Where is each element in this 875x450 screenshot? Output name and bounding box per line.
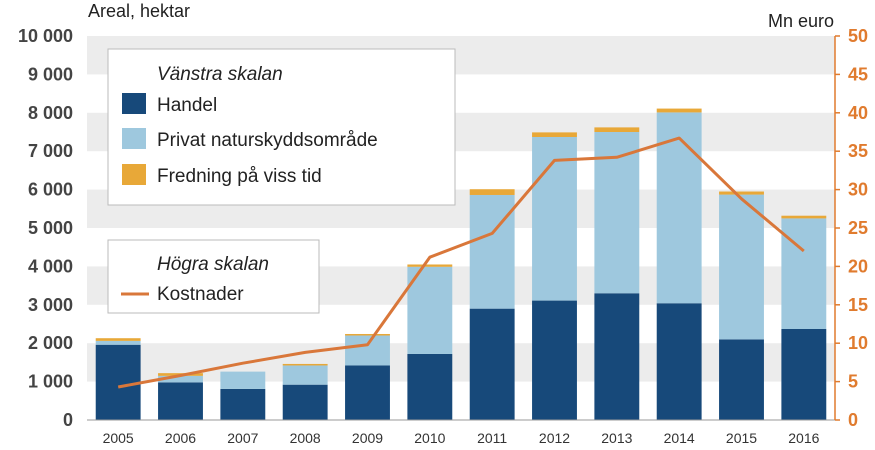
- y-tick-left: 6 000: [28, 180, 73, 200]
- legend-label-handel: Handel: [157, 95, 217, 116]
- x-tick: 2007: [227, 430, 258, 446]
- x-ticks: 2005 2006 2007 2008 2009 2010 2011 2012 2013 2014…: [103, 430, 820, 446]
- y-tick-right: 15: [848, 295, 868, 315]
- bar-handel-2014: [656, 303, 702, 420]
- bar-fredning-p-viss-tid-2013: [594, 127, 640, 132]
- legend-left-heading: Vänstra skalan: [157, 64, 283, 85]
- x-tick: 2008: [290, 430, 321, 446]
- x-tick: 2010: [414, 430, 445, 446]
- bar-privat-naturskyddsomr-de-2011: [469, 194, 515, 309]
- bar-handel-2009: [345, 365, 390, 420]
- x-tick: 2006: [165, 430, 196, 446]
- bar-privat-naturskyddsomr-de-2009: [345, 335, 390, 366]
- bar-privat-naturskyddsomr-de-2005: [95, 340, 141, 345]
- bar-fredning-p-viss-tid-2014: [656, 108, 702, 113]
- bar-fredning-p-viss-tid-2012: [532, 132, 577, 137]
- grid-band: [87, 343, 835, 382]
- y-tick-right: 20: [848, 256, 868, 276]
- legend-label-kostnader: Kostnader: [157, 284, 244, 305]
- x-tick: 2005: [103, 430, 134, 446]
- x-tick: 2012: [539, 430, 570, 446]
- bars: [95, 108, 827, 420]
- y-tick-left: 5 000: [28, 218, 73, 238]
- y-tick-left: 10 000: [18, 26, 73, 46]
- x-tick: 2014: [664, 430, 695, 446]
- y-tick-right: 5: [848, 372, 858, 392]
- legend-right-box: [107, 239, 320, 314]
- x-tick: 2013: [601, 430, 632, 446]
- y-ticks-right: 0 5 10 15 20 25 30 35 40 45 50: [835, 26, 868, 430]
- y-tick-left: 2 000: [28, 333, 73, 353]
- y-tick-left: 7 000: [28, 141, 73, 161]
- bar-privat-naturskyddsomr-de-2007: [220, 371, 266, 389]
- bar-handel-2008: [282, 384, 328, 420]
- legend-left-box: [107, 48, 456, 206]
- y-tick-left: 0: [63, 410, 73, 430]
- y-tick-left: 4 000: [28, 256, 73, 276]
- legend-swatch-fredning: [122, 164, 146, 185]
- y-tick-left: 1 000: [28, 372, 73, 392]
- bar-fredning-p-viss-tid-2011: [469, 189, 515, 195]
- legend-left-scale: Vänstra skalan Handel Privat naturskydds…: [107, 48, 456, 206]
- bar-fredning-p-viss-tid-2009: [345, 333, 390, 336]
- y-tick-right: 45: [848, 64, 868, 84]
- bar-handel-2016: [781, 328, 827, 420]
- x-tick: 2009: [352, 430, 383, 446]
- y-tick-right: 0: [848, 410, 858, 430]
- y-tick-right: 35: [848, 141, 868, 161]
- x-tick: 2015: [726, 430, 757, 446]
- bar-handel-2015: [719, 339, 764, 420]
- y-tick-right: 50: [848, 26, 868, 46]
- y-tick-left: 9 000: [28, 64, 73, 84]
- bar-handel-2011: [469, 308, 515, 420]
- y-tick-left: 8 000: [28, 103, 73, 123]
- y-axis-right-title: Mn euro: [768, 11, 834, 31]
- cost-line-layer: [117, 136, 805, 389]
- bar-privat-naturskyddsomr-de-2014: [656, 112, 702, 304]
- y-tick-right: 30: [848, 180, 868, 200]
- bar-fredning-p-viss-tid-2015: [719, 191, 764, 195]
- legend-swatch-handel: [122, 93, 146, 114]
- y-tick-left: 3 000: [28, 295, 73, 315]
- y-tick-right: 25: [848, 218, 868, 238]
- bar-privat-naturskyddsomr-de-2012: [532, 136, 577, 301]
- bar-fredning-p-viss-tid-2016: [781, 215, 827, 219]
- legend-label-fredning: Fredning på viss tid: [157, 166, 322, 187]
- bar-handel-2010: [407, 353, 453, 420]
- legend-right-scale: Högra skalan Kostnader: [107, 239, 320, 314]
- x-tick: 2016: [788, 430, 819, 446]
- y-tick-right: 40: [848, 103, 868, 123]
- y-ticks-left: 0 1 000 2 000 3 000 4 000 5 000 6 000 7 000 8 00…: [18, 26, 73, 430]
- legend-label-privat: Privat naturskyddsområde: [157, 130, 378, 151]
- series-line-kostnader: [117, 136, 805, 389]
- bar-privat-naturskyddsomr-de-2015: [719, 194, 764, 340]
- bar-privat-naturskyddsomr-de-2010: [407, 266, 453, 354]
- y-axis-left-title: Areal, hektar: [88, 1, 190, 21]
- bar-handel-2005: [95, 344, 141, 420]
- legend-right-heading: Högra skalan: [157, 254, 269, 275]
- y-tick-right: 10: [848, 333, 868, 353]
- bar-fredning-p-viss-tid-2010: [407, 264, 453, 267]
- bar-privat-naturskyddsomr-de-2008: [282, 365, 328, 385]
- bar-privat-naturskyddsomr-de-2006: [158, 375, 203, 383]
- bar-handel-2007: [220, 388, 266, 420]
- legend-swatch-privat: [122, 128, 146, 149]
- bar-handel-2006: [158, 382, 203, 420]
- bar-fredning-p-viss-tid-2005: [95, 338, 141, 341]
- bar-fredning-p-viss-tid-2008: [282, 363, 328, 366]
- x-tick: 2011: [477, 430, 507, 446]
- bar-handel-2013: [594, 293, 640, 420]
- bar-privat-naturskyddsomr-de-2016: [781, 218, 827, 329]
- bar-handel-2012: [532, 300, 577, 420]
